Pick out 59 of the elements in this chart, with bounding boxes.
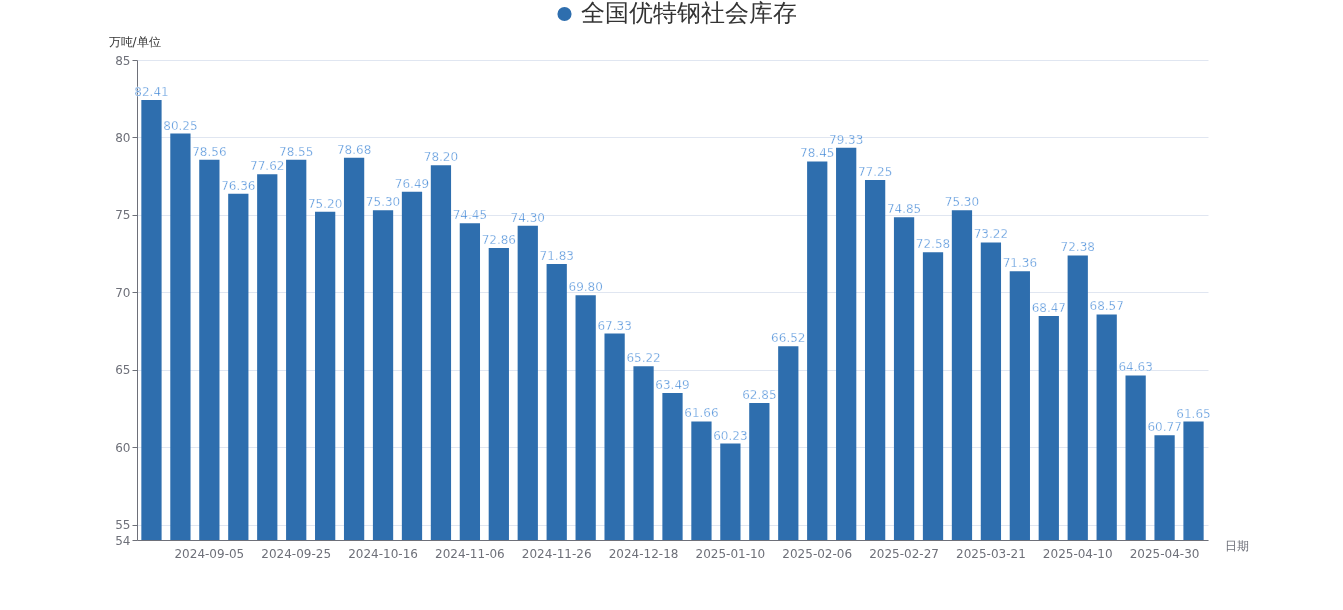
y-tick-label: 80 — [115, 130, 131, 145]
x-tick-label: 2025-03-21 — [956, 546, 1026, 561]
data-label: 77.25 — [857, 165, 893, 179]
x-axis-title: 日期 — [1224, 538, 1249, 553]
data-label: 71.83 — [539, 248, 574, 263]
data-label: 64.63 — [1118, 360, 1153, 375]
data-label: 71.36 — [1002, 256, 1038, 271]
y-tick-label: 55 — [115, 518, 131, 533]
data-label: 79.33 — [829, 132, 864, 147]
y-tick-label: 70 — [115, 285, 131, 300]
data-label: 76.36 — [221, 178, 256, 193]
data-label: 78.20 — [423, 150, 459, 165]
x-tick-label: 2024-11-06 — [435, 546, 505, 561]
data-label: 74.30 — [510, 210, 545, 225]
data-label: 75.30 — [944, 195, 980, 210]
data-label: 67.33 — [597, 318, 632, 333]
legend-label: 全国优特钢社会库存 — [580, 0, 797, 27]
data-label: 61.66 — [684, 406, 719, 421]
y-tick-label: 54 — [115, 533, 131, 548]
y-tick-label: 60 — [115, 440, 131, 455]
data-label: 74.85 — [886, 202, 922, 217]
data-label: 75.30 — [365, 195, 401, 210]
data-label: 78.55 — [279, 144, 314, 159]
data-label: 66.52 — [771, 331, 806, 346]
x-tick-label: 2025-04-30 — [1129, 546, 1200, 561]
data-label: 60.77 — [1147, 420, 1182, 435]
data-label: 72.86 — [481, 232, 516, 247]
y-axis-title: 万吨/单位 — [108, 34, 161, 49]
data-label: 78.45 — [800, 146, 835, 161]
data-label: 62.85 — [742, 387, 777, 402]
data-label: 74.45 — [452, 208, 488, 223]
data-label: 80.25 — [163, 118, 198, 133]
x-tick-label: 2025-04-10 — [1042, 546, 1113, 561]
data-label: 72.38 — [1060, 240, 1095, 255]
x-tick-label: 2024-11-26 — [521, 546, 592, 561]
y-tick-label: 75 — [115, 208, 131, 223]
data-label: 78.56 — [192, 144, 227, 159]
data-label: 61.65 — [1176, 406, 1211, 421]
x-tick-label: 2025-02-27 — [869, 546, 939, 561]
x-tick-label: 2024-09-05 — [174, 546, 245, 561]
data-label: 68.57 — [1089, 299, 1124, 314]
data-label: 77.62 — [250, 159, 285, 174]
data-label: 60.23 — [713, 428, 748, 443]
y-tick-label: 85 — [115, 53, 131, 68]
data-label: 69.80 — [568, 280, 603, 295]
data-label: 72.58 — [915, 237, 951, 252]
x-tick-label: 2024-12-18 — [608, 546, 679, 561]
data-label: 73.22 — [973, 227, 1009, 242]
x-tick-label: 2025-01-10 — [695, 546, 766, 561]
y-tick-label: 65 — [115, 363, 131, 378]
data-label: 63.49 — [655, 378, 690, 393]
x-tick-label: 2024-09-25 — [261, 546, 332, 561]
data-label: 76.49 — [394, 176, 430, 191]
data-label: 75.20 — [307, 196, 343, 211]
x-tick-label: 2024-10-16 — [348, 546, 418, 561]
data-label: 78.68 — [336, 142, 372, 157]
x-tick-label: 2025-02-06 — [782, 546, 853, 561]
data-label: 65.22 — [626, 351, 661, 366]
data-label: 68.47 — [1031, 300, 1066, 315]
